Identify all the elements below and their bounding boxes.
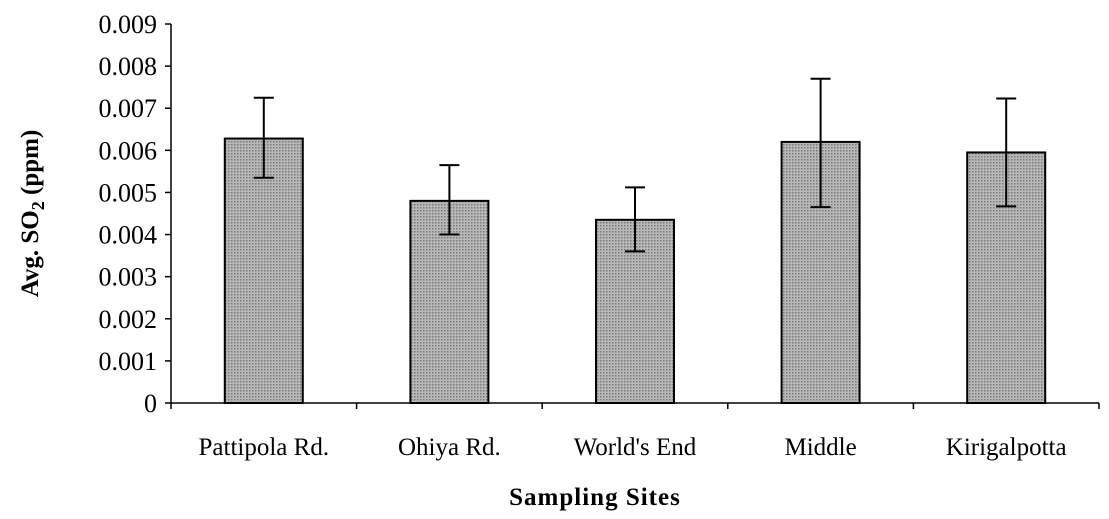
y-tick-label: 0.005 [99,178,158,207]
x-tick-label: Ohiya Rd. [398,434,501,461]
y-axis-title-suffix: (ppm) [17,130,44,202]
error-bar [810,77,831,209]
error-bar [253,96,274,179]
y-tick-label: 0.007 [99,94,158,123]
error-bar [625,186,645,253]
x-tick-label: World's End [574,434,697,461]
error-bar [996,97,1017,208]
y-tick-label: 0 [144,389,157,418]
x-tick-label: Middle [784,434,856,461]
x-tick-label: Kirigalpotta [946,434,1067,461]
x-axis-title: Sampling Sites [509,484,681,511]
y-tick-label: 0.008 [99,52,158,81]
y-tick-label: 0.001 [99,347,158,376]
y-tick-label: 0.009 [99,10,158,39]
y-axis-title: Avg. SO2 (ppm) [17,130,48,298]
y-axis-title-prefix: Avg. SO [17,210,44,297]
y-tick-label: 0.003 [99,263,158,292]
y-tick-label: 0.006 [99,136,158,165]
bars [223,137,1047,405]
y-axis-title-subscript: 2 [28,201,48,210]
y-axis-ticks: 0 0.001 0.002 0.003 0.004 0.005 0.006 0.007 0.00… [99,10,171,418]
x-tick-label: Pattipola Rd. [199,434,330,461]
y-tick-label: 0.004 [99,221,158,250]
error-bars [253,77,1017,253]
x-axis-ticks: Pattipola Rd. Ohiya Rd. World's End Middle K… [170,403,1100,461]
y-tick-label: 0.002 [99,305,158,334]
error-bar [439,164,460,236]
